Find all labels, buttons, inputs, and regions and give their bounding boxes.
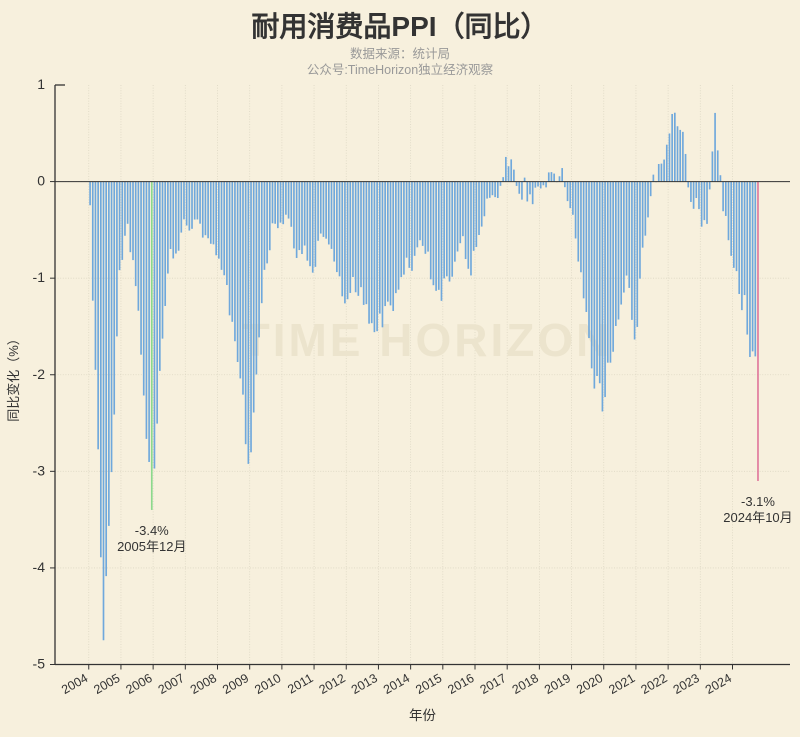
svg-text:耐用消费品PPI（同比）: 耐用消费品PPI（同比） (251, 10, 548, 42)
svg-text:-3.1%: -3.1% (741, 494, 775, 509)
svg-text:同比变化（%）: 同比变化（%） (6, 332, 21, 422)
svg-text:2005年12月: 2005年12月 (117, 539, 186, 554)
svg-text:1: 1 (37, 76, 45, 92)
svg-text:-4: -4 (33, 559, 46, 575)
svg-text:公众号:TimeHorizon独立经济观察: 公众号:TimeHorizon独立经济观察 (307, 62, 494, 77)
svg-text:-3.4%: -3.4% (135, 523, 169, 538)
svg-text:2024年10月: 2024年10月 (723, 510, 792, 525)
svg-text:0: 0 (37, 173, 45, 189)
svg-text:数据来源：统计局: 数据来源：统计局 (350, 46, 450, 61)
svg-text:-1: -1 (33, 269, 46, 285)
svg-text:-2: -2 (33, 366, 46, 382)
svg-text:年份: 年份 (409, 708, 436, 723)
svg-text:-5: -5 (33, 656, 46, 672)
svg-text:TIME HORIZON: TIME HORIZON (242, 314, 613, 366)
svg-text:-3: -3 (33, 462, 46, 478)
